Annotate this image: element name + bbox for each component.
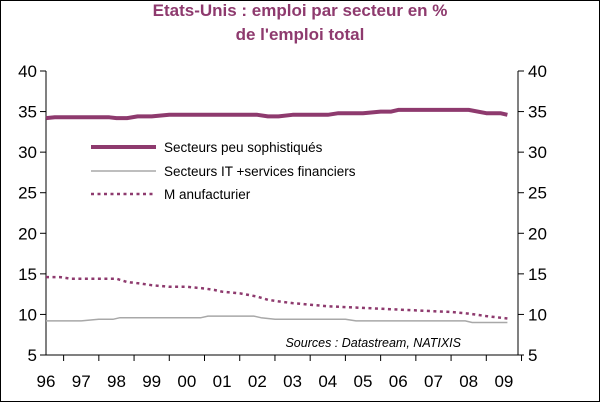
legend-label-peu-sophistiques: Secteurs peu sophistiqués — [164, 140, 323, 155]
x-tick-label: 96 — [37, 372, 56, 391]
y2-tick-label: 25 — [528, 184, 547, 203]
x-tick-label: 03 — [283, 372, 302, 391]
x-tick-label: 04 — [318, 372, 337, 391]
y-tick-label: 40 — [18, 62, 37, 81]
y2-tick-label: 10 — [528, 305, 547, 324]
plot-axes — [45, 71, 519, 356]
x-tick-label: 07 — [424, 372, 443, 391]
y-tick-label: 20 — [18, 224, 37, 243]
series-line-manufacturier — [46, 275, 508, 320]
y-tick-label: 10 — [18, 305, 37, 324]
y2-axis-ticks: 5 10 15 20 25 30 35 40 — [518, 62, 547, 365]
y2-tick-label: 35 — [528, 103, 547, 122]
sources-annotation: Sources : Datastream, NATIXIS — [285, 336, 461, 350]
y-tick-label: 30 — [18, 143, 37, 162]
x-tick-label: 00 — [177, 372, 196, 391]
x-tick-label: 02 — [248, 372, 267, 391]
x-tick-label: 01 — [213, 372, 232, 391]
series-line-it-finance — [46, 315, 508, 324]
series-line-peu-sophistiques — [45, 107, 508, 121]
x-axis-ticks: 96 97 98 99 00 01 02 03 04 05 06 07 08 09 — [37, 355, 523, 391]
chart-title-line-2: de l'emploi total — [236, 25, 365, 44]
y2-tick-label: 20 — [528, 224, 547, 243]
x-tick-label: 08 — [459, 372, 478, 391]
legend-label-it-finance: Secteurs IT +services financiers — [164, 164, 356, 179]
y-tick-label: 5 — [28, 346, 37, 365]
y-axis-ticks: 5 10 15 20 25 30 35 40 — [18, 62, 46, 365]
x-tick-label: 99 — [142, 372, 161, 391]
y2-tick-label: 40 — [528, 62, 547, 81]
x-tick-label: 06 — [389, 372, 408, 391]
series-lines — [45, 107, 508, 324]
y-tick-label: 25 — [18, 184, 37, 203]
x-tick-label: 98 — [107, 372, 126, 391]
y2-tick-label: 30 — [528, 143, 547, 162]
chart-title-line-1: Etats-Unis : emploi par secteur en % — [153, 1, 448, 20]
x-tick-label: 97 — [72, 372, 91, 391]
legend: Secteurs peu sophistiqués Secteurs IT +s… — [91, 140, 356, 202]
y2-tick-label: 5 — [528, 346, 537, 365]
y-tick-label: 35 — [18, 103, 37, 122]
x-tick-label: 05 — [354, 372, 373, 391]
x-tick-label: 09 — [494, 372, 513, 391]
legend-label-manufacturier: M anufacturier — [164, 187, 251, 202]
y2-tick-label: 15 — [528, 265, 547, 284]
y-tick-label: 15 — [18, 265, 37, 284]
